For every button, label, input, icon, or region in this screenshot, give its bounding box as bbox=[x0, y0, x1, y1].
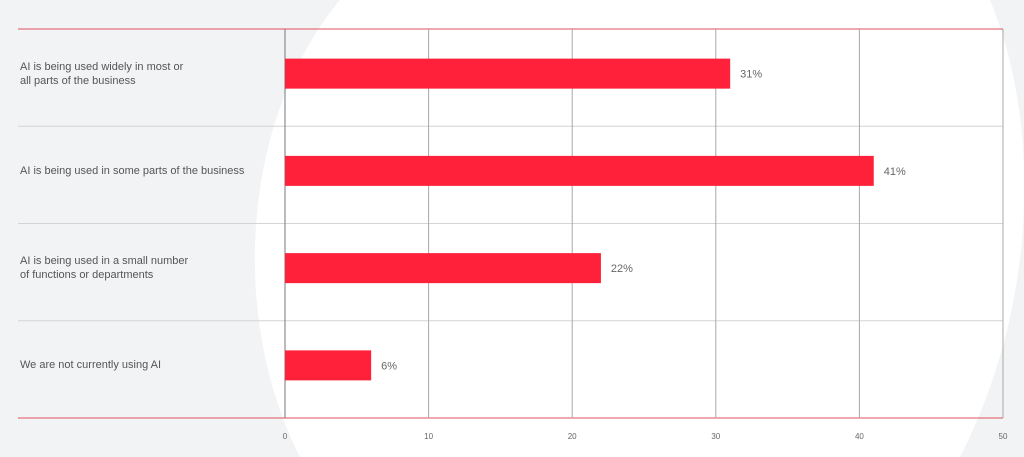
bar bbox=[285, 350, 372, 381]
category-label: AI is being used in a small number of fu… bbox=[20, 255, 189, 282]
x-tick-label: 0 bbox=[283, 432, 288, 441]
x-tick-label: 50 bbox=[999, 432, 1008, 441]
bar bbox=[285, 58, 731, 89]
x-tick-label: 10 bbox=[424, 432, 433, 441]
x-tick-label: 40 bbox=[855, 432, 864, 441]
value-label: 31% bbox=[740, 69, 762, 81]
value-label: 6% bbox=[381, 360, 397, 372]
background-shape bbox=[254, 0, 1024, 457]
bar bbox=[285, 253, 601, 284]
category-label: AI is being used widely in most or all p… bbox=[20, 60, 184, 87]
value-label: 41% bbox=[884, 166, 906, 178]
x-tick-label: 30 bbox=[711, 432, 720, 441]
category-label: AI is being used in some parts of the bu… bbox=[20, 164, 245, 177]
value-label: 22% bbox=[611, 263, 633, 275]
bar bbox=[285, 155, 874, 186]
category-label: We are not currently using AI bbox=[20, 359, 162, 372]
x-tick-label: 20 bbox=[568, 432, 577, 441]
